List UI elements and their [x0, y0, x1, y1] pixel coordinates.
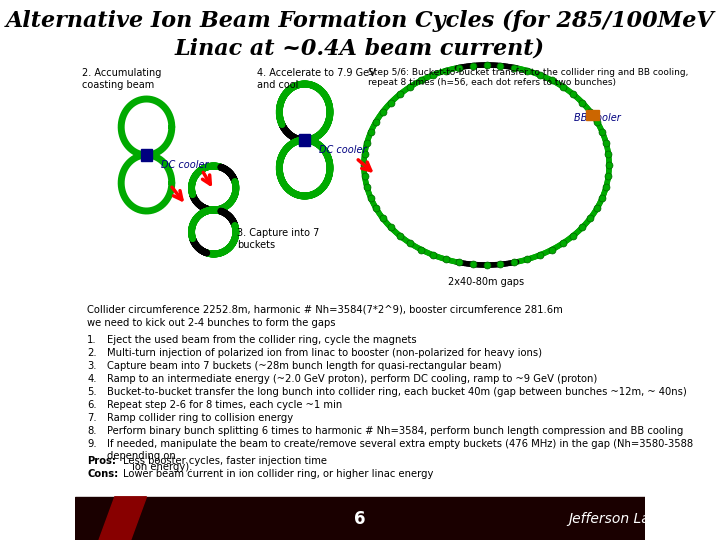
Text: 1.: 1. — [87, 335, 96, 345]
Text: 2. Accumulating
coasting beam: 2. Accumulating coasting beam — [81, 68, 161, 90]
Text: Bucket-to-bucket transfer the long bunch into collider ring, each bucket 40m (ga: Bucket-to-bucket transfer the long bunch… — [107, 387, 687, 397]
Text: 8.: 8. — [87, 426, 96, 436]
Text: Step 5/6: Bucket-to-bucket transfer to the collider ring and BB cooling,
repeat : Step 5/6: Bucket-to-bucket transfer to t… — [368, 68, 688, 87]
Text: Ramp to an intermediate energy (~2.0 GeV proton), perform DC cooling, ramp to ~9: Ramp to an intermediate energy (~2.0 GeV… — [107, 374, 597, 384]
Text: 3.: 3. — [87, 361, 96, 371]
Text: Ramp collider ring to collision energy: Ramp collider ring to collision energy — [107, 413, 293, 423]
Text: Lower beam current in ion collider ring, or higher linac energy: Lower beam current in ion collider ring,… — [123, 469, 433, 479]
Text: BB cooler: BB cooler — [574, 113, 620, 123]
Text: 4. Accelerate to 7.9 GeV
and cool: 4. Accelerate to 7.9 GeV and cool — [257, 68, 376, 90]
Text: If needed, manipulate the beam to create/remove several extra empty buckets (476: If needed, manipulate the beam to create… — [107, 439, 693, 472]
Text: 6: 6 — [354, 510, 366, 528]
Text: 5.: 5. — [87, 387, 96, 397]
Text: Pros:: Pros: — [87, 456, 116, 466]
Polygon shape — [99, 497, 146, 540]
Text: DC cooler: DC cooler — [319, 145, 366, 155]
Text: we need to kick out 2-4 bunches to form the gaps: we need to kick out 2-4 bunches to form … — [87, 318, 336, 328]
Text: Perform binary bunch splitting 6 times to harmonic # Nh=3584, perform bunch leng: Perform binary bunch splitting 6 times t… — [107, 426, 683, 436]
Text: Less booster cycles, faster injection time: Less booster cycles, faster injection ti… — [123, 456, 327, 466]
Text: 2x40-80m gaps: 2x40-80m gaps — [449, 277, 525, 287]
Text: 6.: 6. — [87, 400, 96, 410]
Text: Jefferson Lab: Jefferson Lab — [568, 512, 658, 526]
Text: 9.: 9. — [87, 439, 96, 449]
Text: Capture beam into 7 buckets (~28m bunch length for quasi-rectangular beam): Capture beam into 7 buckets (~28m bunch … — [107, 361, 501, 371]
Bar — [299, 134, 310, 146]
Text: Repeat step 2-6 for 8 times, each cycle ~1 min: Repeat step 2-6 for 8 times, each cycle … — [107, 400, 342, 410]
Bar — [141, 149, 152, 161]
Text: 4.: 4. — [87, 374, 96, 384]
Text: Cons:: Cons: — [87, 469, 118, 479]
Text: DC cooler: DC cooler — [161, 160, 208, 170]
Text: 2.: 2. — [87, 348, 96, 358]
Text: Multi-turn injection of polarized ion from linac to booster (non-polarized for h: Multi-turn injection of polarized ion fr… — [107, 348, 542, 358]
Text: 7.: 7. — [87, 413, 96, 423]
Text: Collider circumference 2252.8m, harmonic # Nh=3584(7*2^9), booster circumference: Collider circumference 2252.8m, harmonic… — [87, 305, 563, 315]
Text: Alternative Ion Beam Formation Cycles (for 285/100MeV
Linac at ~0.4A beam curren: Alternative Ion Beam Formation Cycles (f… — [6, 10, 714, 59]
Bar — [76, 497, 644, 540]
Text: 3. Capture into 7
buckets: 3. Capture into 7 buckets — [238, 228, 320, 249]
Text: Eject the used beam from the collider ring, cycle the magnets: Eject the used beam from the collider ri… — [107, 335, 417, 345]
Bar — [586, 110, 599, 120]
